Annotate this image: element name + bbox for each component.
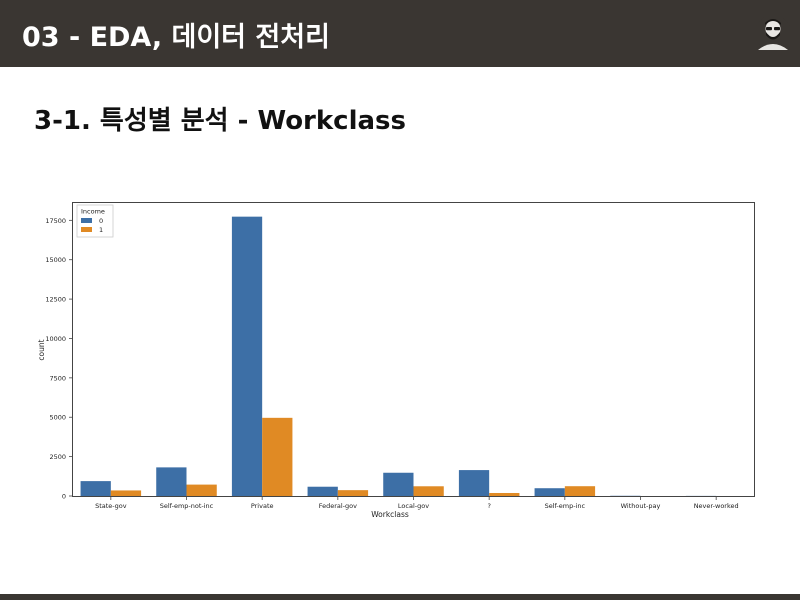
bar-self-emp-not-inc-series-0	[156, 467, 187, 496]
bar-self-emp-not-inc-series-1	[186, 484, 217, 496]
bar-chart: 0 2500 5000 7500 10000 12500 15000 17500 State-g…	[37, 202, 755, 519]
bearded-man-avatar-icon	[755, 15, 791, 51]
y-axis-label: count	[37, 339, 46, 360]
bar-private-series-0	[231, 216, 263, 496]
x-tick-label: Local-gov	[398, 502, 429, 510]
x-tick-label: ?	[487, 502, 490, 510]
x-tick-label: Self-emp-inc	[545, 502, 586, 510]
legend-title: Income	[81, 208, 105, 216]
plot-frame	[72, 202, 755, 497]
x-tick-label: Never-worked	[694, 502, 739, 510]
x-tick-label: State-gov	[95, 502, 127, 510]
x-tick-label: Federal-gov	[319, 502, 357, 510]
bar-private-series-1	[262, 417, 293, 496]
bar-federal-gov-series-0	[307, 486, 338, 496]
y-tick-label: 5000	[49, 414, 66, 422]
y-tick-label: 10000	[45, 335, 66, 343]
bar-state-gov-series-0	[80, 481, 111, 496]
x-tick-label: Without-pay	[621, 502, 661, 510]
y-tick-label: 0	[62, 493, 66, 501]
legend-swatch-0	[81, 218, 92, 223]
legend-swatch-1	[81, 227, 92, 232]
y-tick-label: 12500	[45, 296, 66, 304]
bar-state-gov-series-1	[110, 490, 142, 496]
y-tick-label: 2500	[49, 453, 66, 461]
x-axis-label: Workclass	[371, 510, 409, 519]
legend: Income 0 1	[76, 204, 114, 238]
y-tick-label: 17500	[45, 217, 66, 225]
y-tick-label: 15000	[45, 256, 66, 264]
legend-label-1: 1	[99, 226, 103, 234]
bar--series-0	[458, 470, 490, 496]
bar-local-gov-series-1	[413, 486, 444, 496]
header-title: 03 - EDA, 데이터 전처리	[22, 22, 330, 53]
bar--series-1	[489, 492, 520, 496]
bar-federal-gov-series-1	[337, 490, 369, 496]
bar-local-gov-series-0	[383, 472, 414, 496]
slide-title: 3-1. 특성별 분석 - Workclass	[34, 106, 406, 136]
legend-label-0: 0	[99, 217, 103, 225]
bar-self-emp-inc-series-0	[534, 488, 565, 496]
x-tick-label: Self-emp-not-inc	[160, 502, 214, 510]
header-bar: 03 - EDA, 데이터 전처리	[0, 0, 800, 67]
x-tick-label: Private	[251, 502, 274, 510]
y-tick-label: 7500	[49, 374, 66, 382]
footer-bar	[0, 594, 800, 600]
bar-self-emp-inc-series-1	[564, 486, 596, 496]
